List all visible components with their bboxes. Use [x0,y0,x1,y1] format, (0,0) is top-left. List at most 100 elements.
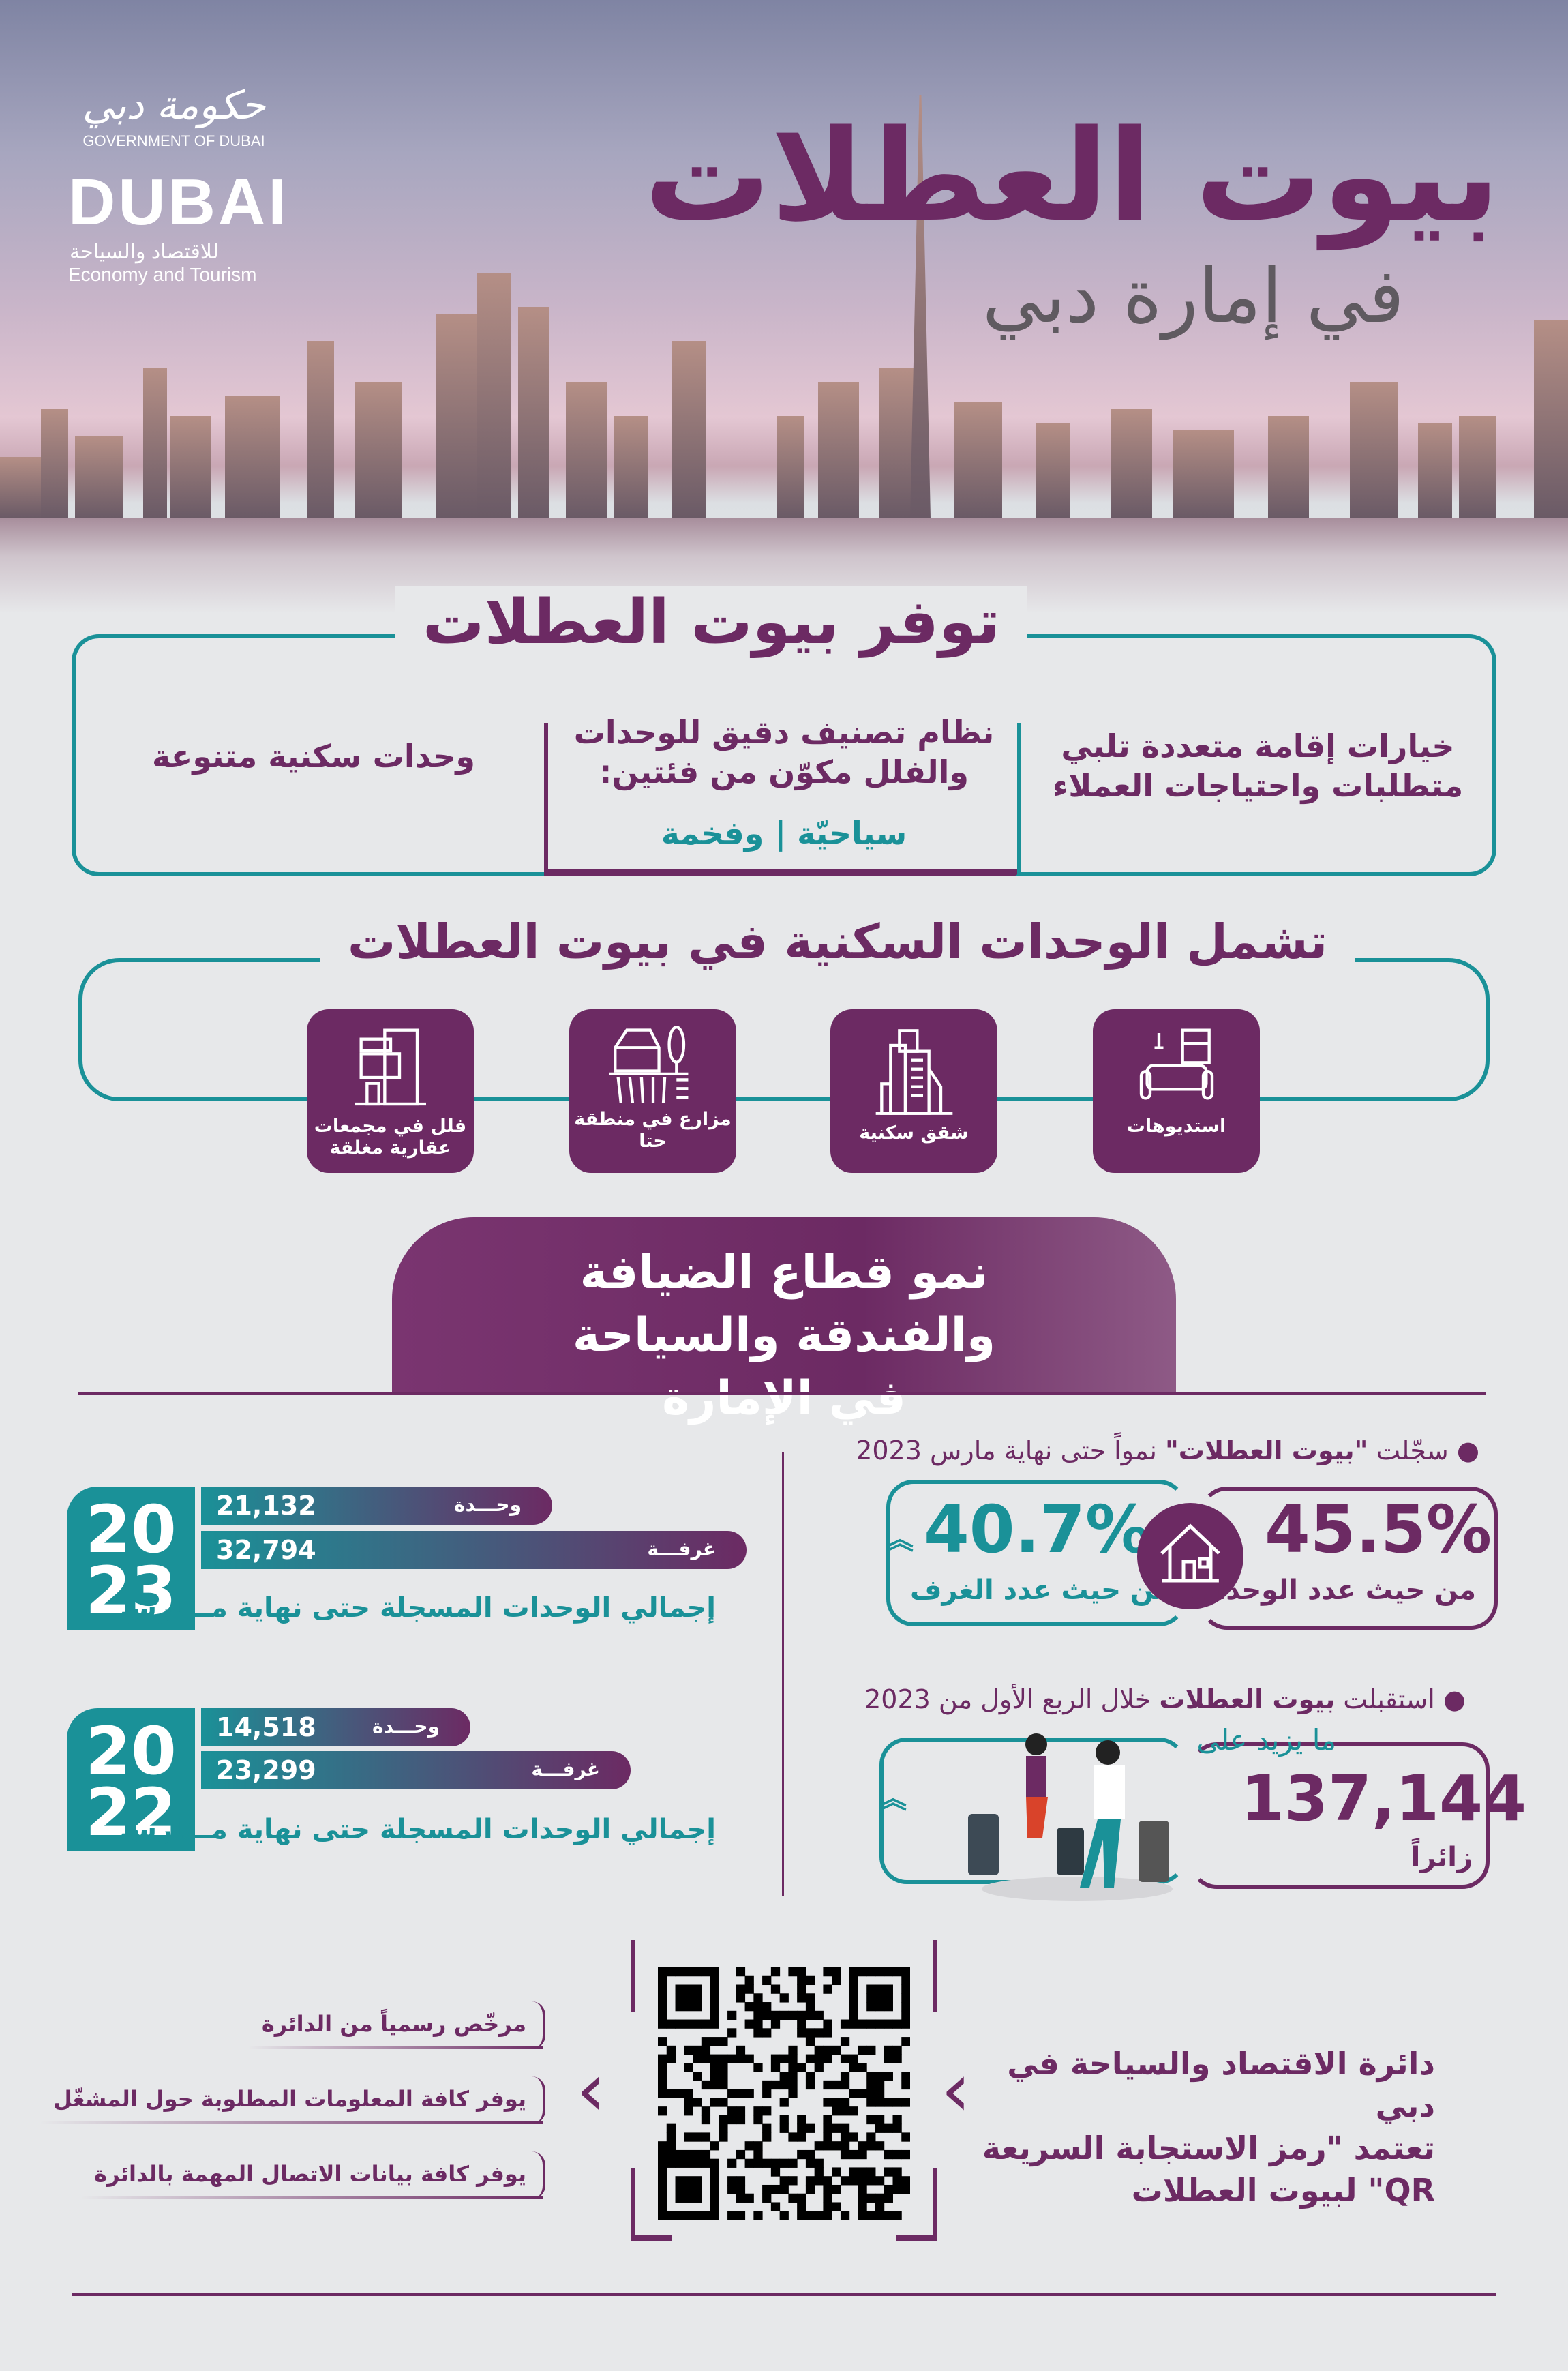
feature-text: خيارات إقامة متعددة تلبي متطلبات واحتياج… [1052,728,1464,804]
qr-module [710,2072,719,2081]
qr-module [710,2211,719,2220]
divider [782,1452,784,1896]
year-badge-2023: 20 23 [67,1487,195,1630]
qr-module [884,1993,893,2003]
qr-module [762,2002,772,2012]
qr-module [658,2080,667,2090]
qr-module [770,2063,781,2072]
qr-module [823,2115,832,2125]
qr-module [684,2089,693,2098]
qr-module [892,2211,902,2220]
qr-module [797,2019,806,2029]
building [1418,423,1452,518]
qr-module [849,1967,858,1977]
qr-module [814,2211,824,2220]
qr-module [797,2211,806,2220]
text: "بيوت العطلات" [1164,1435,1368,1465]
qr-module [744,1975,754,1986]
qr-module [693,2193,702,2203]
qr-module [866,1993,876,2003]
qr-module [840,2132,850,2142]
qr-module [658,2002,667,2012]
unit-label: فلل في مجمعات عقارية مغلقة [314,1116,467,1159]
qr-module [675,1984,684,1994]
building [672,341,706,518]
qr-module [892,2019,902,2029]
qr-module [744,2054,754,2063]
logo-dubai: DUBAI [68,166,289,239]
text: خلال الربع الأول من 2023 [864,1684,1160,1714]
building [307,341,334,518]
qr-module [858,2063,867,2072]
building [225,396,280,518]
qr-module [770,2184,781,2194]
qr-module [823,2028,832,2038]
qr-module [710,2054,719,2063]
qr-module [710,2063,719,2072]
features-title: توفر بيوت العطلات [395,586,1028,658]
qr-code[interactable] [658,1967,910,2220]
qr-module [675,2158,684,2168]
qr-module [719,2080,728,2090]
qr-module [736,1967,746,1977]
unit-tile-farms: مزارع في منطقة حتا [569,1009,736,1173]
qr-module [701,1967,711,1977]
units-value: 21,132 [216,1491,316,1521]
qr-module [823,2193,832,2203]
qr-module [658,2072,667,2081]
unit-tile-studios: استديوهات [1093,1009,1260,1173]
qr-module [805,2072,815,2081]
qr-module [736,2149,746,2160]
qr-module [866,2089,876,2098]
qr-module [779,2080,789,2090]
qr-module [875,2115,885,2125]
qr-module [710,2202,719,2211]
qr-module [866,2141,876,2151]
qr-module [710,2167,719,2177]
qr-module [875,1984,885,1994]
qr-module [797,2149,806,2160]
qr-module [693,2098,702,2107]
qr-module [884,2019,893,2029]
qr-module [719,2098,728,2107]
building [0,457,41,518]
building [518,307,549,518]
qr-module [805,2037,815,2046]
qr-module [658,2037,667,2046]
qr-module [849,2054,858,2063]
qr-module [693,2184,702,2194]
qr-module [701,2019,711,2029]
qr-module [675,2193,684,2203]
qr-module [875,2072,885,2081]
qr-module [901,2037,910,2046]
building [1459,416,1496,518]
qr-module [858,2141,867,2151]
qr-module [684,2045,693,2055]
qr-module [727,2106,737,2116]
qr-module [675,2089,684,2098]
qr-module [727,2184,737,2194]
qr-module [701,2158,711,2168]
qr-module [797,2063,806,2072]
rooms-frame [886,1480,1186,1626]
qr-module [736,2115,746,2125]
qr-item: مرخّص رسمياً من الدائرة [247,2001,545,2049]
qr-module [832,2045,841,2055]
year-bottom: 22 [85,1774,177,1851]
qr-module [710,1993,719,2003]
qr-module [901,2149,910,2160]
chevrons-up-icon: ︽ [879,1783,907,1815]
units-label: وحـــدة [372,1715,440,1738]
qr-module [875,2193,885,2203]
qr-module [744,2158,754,2168]
rooms-bar-2022: 23,299 غرفـــة [201,1751,631,1789]
qr-module [684,2211,693,2220]
qr-heading-line: تعتمد "رمز الاستجابة السريعة [982,2130,1435,2166]
qr-module [658,1993,667,2003]
bracket-corner [896,2235,937,2241]
visitors-label: زائراً [1411,1842,1473,1873]
qr-module [797,2193,806,2203]
qr-module [875,2176,885,2186]
qr-module [658,2193,667,2203]
qr-module [849,2149,858,2160]
